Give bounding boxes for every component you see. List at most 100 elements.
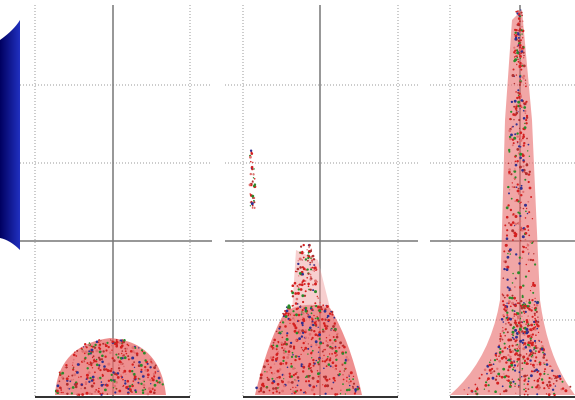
particle [513,60,516,63]
particle [357,388,359,390]
particle [129,370,132,373]
particle [281,347,283,349]
particle [335,355,336,356]
particle [525,113,527,115]
particle [286,356,289,359]
particle [292,387,293,388]
particle [118,390,121,393]
particle [516,132,518,134]
particle [59,374,61,376]
particle [295,373,297,375]
particle [112,371,114,373]
particle [535,350,537,352]
particle [508,129,511,132]
particle [521,53,522,54]
particle [509,189,510,190]
particle [283,350,285,352]
particle [319,338,321,340]
particle [88,344,90,346]
particle [123,370,126,373]
particle [520,69,522,71]
particle [506,266,509,269]
particle [286,310,289,313]
particle [558,375,561,378]
particle [144,366,146,368]
particle [346,356,348,358]
particle [134,389,136,391]
particle [529,299,531,301]
particle [313,315,314,316]
particle [303,252,304,253]
particle [520,79,521,80]
particle [291,291,294,294]
particle [519,153,522,156]
particle [111,344,113,346]
particle [153,375,155,377]
particle [318,327,319,328]
particle [149,390,152,393]
particle [527,201,529,203]
particle [516,148,519,151]
particle [514,56,515,57]
particle [548,393,551,396]
particle [509,356,511,358]
particle [518,385,519,386]
particle [527,243,528,244]
particle [267,377,269,379]
particle [86,378,88,380]
particle [250,150,252,152]
particle [122,379,124,381]
particle [506,294,508,296]
particle [554,378,555,379]
particle [528,270,530,272]
particle [292,295,294,297]
particle [522,191,524,193]
particle [513,367,514,368]
particle [551,378,553,380]
particle [319,360,320,361]
particle [527,315,529,317]
particle [119,341,122,344]
particle [513,360,514,361]
particle [279,362,282,365]
particle [519,340,522,343]
particle [92,357,93,358]
particle [514,322,517,325]
particle [517,160,519,162]
particle [88,381,90,383]
particle [291,375,293,377]
particle [499,375,501,377]
particle [298,337,301,340]
particle [508,315,509,316]
simulation-screenshot [0,0,575,400]
particle [290,365,293,368]
particle [309,262,311,264]
particle [500,335,502,337]
particle [538,340,539,341]
particle [297,376,300,379]
particle [501,318,504,321]
particle [521,185,523,187]
particle [144,359,146,361]
particle [120,374,121,375]
particle [318,376,320,378]
particle [111,368,113,370]
particle [474,390,476,392]
particle [522,251,525,254]
particle [250,202,251,203]
particle [513,326,515,328]
particle [290,314,291,315]
particle [73,367,74,368]
particle [517,59,519,61]
particle [62,392,64,394]
particle [252,162,253,163]
particle [499,348,501,350]
particle [522,159,524,161]
particle [514,315,515,316]
particle [66,377,69,380]
particle [99,347,100,348]
particle [305,337,307,339]
particle [562,387,564,389]
particle [523,208,525,210]
particle [272,348,274,350]
